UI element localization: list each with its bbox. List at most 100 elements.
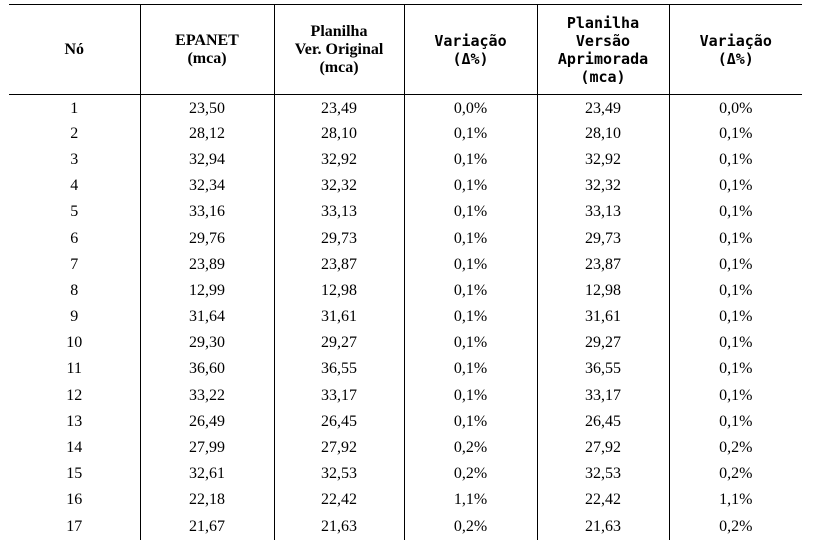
cell-variation-original: 0,1% — [403, 304, 537, 331]
cell-epanet: 31,64 — [139, 304, 274, 331]
cell-node: 10 — [66, 334, 83, 352]
cell-node: 11 — [66, 360, 82, 378]
cell-improved: 32,92 — [536, 146, 669, 174]
cell-epanet: 21,67 — [139, 513, 274, 540]
table-row: 14 27,99 27,92 0,2% 27,92 0,2% — [9, 434, 802, 462]
cell-epanet: 33,22 — [139, 382, 274, 409]
cell-original: 21,63 — [273, 513, 404, 540]
header-epanet: EPANET (mca) — [139, 4, 274, 95]
cell-epanet: 33,16 — [139, 199, 274, 226]
cell-variation-improved: 0,1% — [668, 330, 802, 357]
table-row: 1 23,50 23,49 0,0% 23,49 0,0% — [9, 94, 802, 121]
cell-improved: 28,10 — [536, 120, 669, 147]
cell-original: 29,27 — [273, 330, 404, 357]
cell-node: 12 — [66, 386, 83, 404]
cell-node: 13 — [66, 412, 83, 430]
cell-epanet: 26,49 — [139, 408, 274, 435]
cell-node: 15 — [66, 465, 83, 483]
cell-variation-original: 0,1% — [403, 225, 537, 252]
table-row: 4 32,34 32,32 0,1% 32,32 0,1% — [9, 173, 802, 200]
table-row: 16 22,18 22,42 1,1% 22,42 1,1% — [9, 487, 802, 514]
cell-variation-improved: 0,2% — [668, 434, 802, 462]
cell-improved: 23,49 — [536, 94, 669, 121]
cell-original: 12,98 — [273, 277, 404, 304]
cell-original: 26,45 — [273, 408, 404, 435]
table-row: 8 12,99 12,98 0,1% 12,98 0,1% — [9, 277, 802, 304]
cell-epanet: 28,12 — [139, 120, 274, 147]
cell-node: 17 — [66, 517, 83, 535]
cell-variation-improved: 0,1% — [668, 120, 802, 147]
cell-variation-improved: 0,1% — [668, 251, 802, 278]
pressure-comparison-table: Nó EPANET (mca) Planilha Ver. Original (… — [9, 4, 802, 540]
cell-improved: 29,73 — [536, 225, 669, 252]
cell-variation-original: 0,1% — [403, 330, 537, 357]
table-row: 11 36,60 36,55 0,1% 36,55 0,1% — [9, 356, 802, 383]
cell-variation-original: 0,1% — [403, 173, 537, 200]
header-original-spreadsheet: Planilha Ver. Original (mca) — [273, 4, 404, 95]
cell-epanet: 22,18 — [139, 487, 274, 514]
cell-improved: 12,98 — [536, 277, 669, 304]
table-row: 13 26,49 26,45 0,1% 26,45 0,1% — [9, 408, 802, 435]
cell-variation-original: 0,1% — [403, 251, 537, 278]
cell-epanet: 32,61 — [139, 461, 274, 488]
cell-improved: 26,45 — [536, 408, 669, 435]
cell-epanet: 36,60 — [139, 356, 274, 383]
header-row: Nó EPANET (mca) Planilha Ver. Original (… — [9, 4, 802, 95]
header-variation-improved: Variação (Δ%) — [668, 4, 802, 95]
cell-node: 8 — [70, 281, 79, 299]
cell-improved: 23,87 — [536, 251, 669, 278]
cell-original: 23,49 — [273, 94, 404, 121]
cell-variation-original: 0,1% — [403, 382, 537, 409]
cell-variation-improved: 0,1% — [668, 146, 802, 174]
cell-epanet: 29,30 — [139, 330, 274, 357]
cell-node: 3 — [70, 150, 79, 168]
cell-original: 31,61 — [273, 304, 404, 331]
cell-variation-improved: 0,1% — [668, 304, 802, 331]
cell-node: 9 — [70, 308, 79, 326]
cell-improved: 27,92 — [536, 434, 669, 462]
cell-epanet: 32,94 — [139, 146, 274, 174]
cell-epanet: 29,76 — [139, 225, 274, 252]
cell-variation-improved: 0,1% — [668, 356, 802, 383]
cell-epanet: 23,89 — [139, 251, 274, 278]
table-row: 6 29,76 29,73 0,1% 29,73 0,1% — [9, 225, 802, 252]
table-row: 9 31,64 31,61 0,1% 31,61 0,1% — [9, 304, 802, 331]
table-body: 1 23,50 23,49 0,0% 23,49 0,0% 2 28,12 28,10 0,1%… — [9, 94, 802, 540]
cell-improved: 22,42 — [536, 487, 669, 514]
cell-variation-improved: 0,1% — [668, 199, 802, 226]
cell-improved: 29,27 — [536, 330, 669, 357]
cell-original: 29,73 — [273, 225, 404, 252]
table-row: 7 23,89 23,87 0,1% 23,87 0,1% — [9, 251, 802, 278]
cell-variation-original: 0,1% — [403, 120, 537, 147]
cell-original: 32,53 — [273, 461, 404, 488]
table-row: 12 33,22 33,17 0,1% 33,17 0,1% — [9, 382, 802, 409]
cell-improved: 33,17 — [536, 382, 669, 409]
cell-variation-original: 0,1% — [403, 146, 537, 174]
header-node: Nó — [9, 4, 140, 95]
table-row: 3 32,94 32,92 0,1% 32,92 0,1% — [9, 146, 802, 174]
cell-original: 33,13 — [273, 199, 404, 226]
cell-epanet: 27,99 — [139, 434, 274, 462]
cell-variation-improved: 0,2% — [668, 461, 802, 488]
cell-variation-improved: 0,1% — [668, 277, 802, 304]
cell-original: 27,92 — [273, 434, 404, 462]
cell-improved: 31,61 — [536, 304, 669, 331]
cell-node: 1 — [70, 99, 79, 117]
header-variation-original: Variação (Δ%) — [403, 4, 537, 95]
cell-node: 16 — [66, 491, 83, 509]
table-row: 10 29,30 29,27 0,1% 29,27 0,1% — [9, 330, 802, 357]
cell-improved: 33,13 — [536, 199, 669, 226]
header-improved-spreadsheet: Planilha Versão Aprimorada (mca) — [536, 4, 669, 95]
cell-original: 33,17 — [273, 382, 404, 409]
cell-original: 32,32 — [273, 173, 404, 200]
cell-variation-improved: 0,0% — [668, 94, 802, 121]
table-row: 5 33,16 33,13 0,1% 33,13 0,1% — [9, 199, 802, 226]
cell-variation-improved: 0,1% — [668, 173, 802, 200]
cell-original: 22,42 — [273, 487, 404, 514]
cell-original: 36,55 — [273, 356, 404, 383]
cell-variation-original: 0,1% — [403, 356, 537, 383]
table-row: 2 28,12 28,10 0,1% 28,10 0,1% — [9, 120, 802, 147]
cell-improved: 32,32 — [536, 173, 669, 200]
cell-improved: 36,55 — [536, 356, 669, 383]
